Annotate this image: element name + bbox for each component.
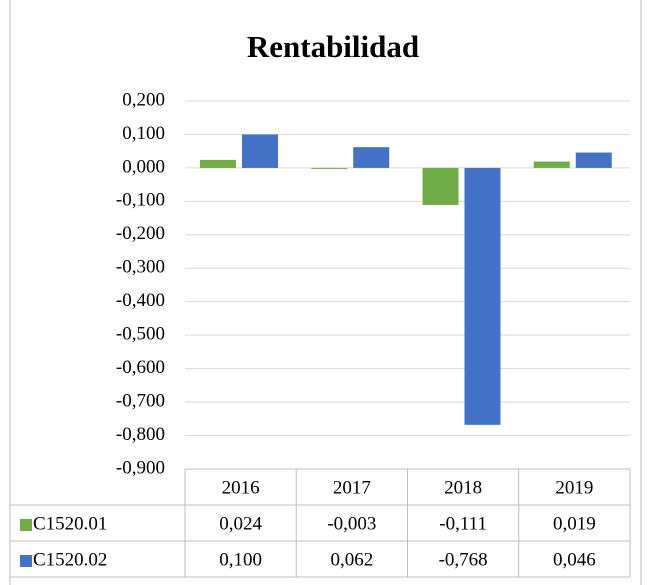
bar <box>311 167 348 169</box>
table-value: -0,111 <box>439 513 487 534</box>
x-tick-label: 2018 <box>444 477 482 498</box>
y-tick-label: -0,100 <box>116 190 165 211</box>
table-value: 0,019 <box>553 513 596 534</box>
y-tick-label: -0,600 <box>116 357 165 378</box>
chart-title: Rentabilidad <box>247 29 419 64</box>
bar <box>575 152 612 168</box>
x-tick-label: 2017 <box>333 477 371 498</box>
bar <box>422 167 459 206</box>
y-tick-label: 0,100 <box>122 123 165 144</box>
y-tick-label: -0,400 <box>116 290 165 311</box>
x-tick-label: 2019 <box>555 477 593 498</box>
bar <box>242 134 278 168</box>
y-tick-label: -0,800 <box>116 424 165 445</box>
table-value: 0,062 <box>331 549 374 570</box>
y-tick-label: -0,200 <box>116 223 165 244</box>
table-value: 0,100 <box>219 549 262 570</box>
bar <box>464 167 501 425</box>
y-tick-label: -0,900 <box>116 457 165 478</box>
table-value: 0,024 <box>219 513 262 534</box>
legend-key <box>20 555 32 567</box>
y-tick-label: 0,000 <box>122 156 165 177</box>
table-value: -0,768 <box>439 549 488 570</box>
table-value: -0,003 <box>327 513 376 534</box>
legend-label: C1520.02 <box>33 549 107 570</box>
bar <box>353 147 390 168</box>
legend-label: C1520.01 <box>33 513 107 534</box>
x-tick-label: 2016 <box>222 477 260 498</box>
table-value: 0,046 <box>553 549 596 570</box>
legend-key <box>20 519 32 531</box>
y-tick-label: -0,500 <box>116 324 165 345</box>
bar <box>200 159 236 168</box>
y-tick-label: -0,300 <box>116 257 165 278</box>
y-tick-label: -0,700 <box>116 390 165 411</box>
bar <box>533 161 570 168</box>
y-tick-label: 0,200 <box>122 89 165 110</box>
